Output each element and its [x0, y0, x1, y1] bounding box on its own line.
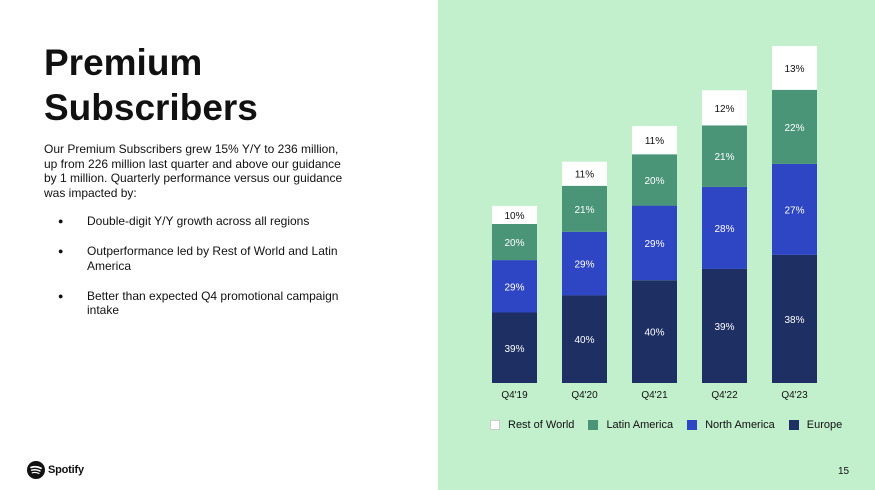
page-title: Premium Subscribers	[44, 42, 258, 128]
bar-segment-north-america	[632, 205, 677, 281]
x-tick-label: Q4'19	[501, 390, 528, 401]
bar-segment-rest-of-world	[772, 46, 817, 90]
bullet-list: Double-digit Y/Y growth across all regio…	[58, 214, 358, 333]
bullet-item: Better than expected Q4 promotional camp…	[58, 289, 358, 318]
bar-segment-rest-of-world	[562, 161, 607, 186]
bar-data-label: 39%	[714, 322, 734, 333]
legend-label: North America	[705, 419, 775, 431]
bar-data-label: 11%	[575, 170, 594, 181]
bullet-item: Double-digit Y/Y growth across all regio…	[58, 214, 358, 229]
x-tick-label: Q4'23	[781, 390, 808, 401]
bar-data-label: 12%	[714, 104, 734, 115]
bar-segment-latin-america	[492, 224, 537, 261]
bar-data-label: 28%	[714, 224, 734, 235]
bar-data-label: 40%	[644, 328, 664, 339]
bar-data-label: 22%	[784, 123, 804, 134]
legend-swatch	[687, 420, 698, 430]
text-panel: Premium Subscribers Our Premium Subscrib…	[0, 0, 438, 490]
bar-segment-rest-of-world	[632, 126, 677, 155]
bar-data-label: 29%	[504, 282, 524, 293]
bar-data-label: 38%	[784, 315, 804, 326]
legend-swatch	[788, 420, 799, 430]
legend-item-europe: Europe	[788, 419, 843, 431]
logo-text: Spotify	[48, 464, 84, 476]
intro-paragraph: Our Premium Subscribers grew 15% Y/Y to …	[44, 142, 343, 200]
bar-segment-north-america	[772, 163, 817, 255]
bar-segment-europe	[632, 280, 677, 383]
bar-data-label: 13%	[784, 64, 804, 75]
bar-segment-north-america	[702, 186, 747, 269]
bar-segment-latin-america	[772, 89, 817, 164]
legend-item-latin-america: Latin America	[588, 419, 673, 431]
bar-segment-europe	[492, 312, 537, 383]
bar-data-label: 27%	[784, 205, 804, 216]
bar-segment-latin-america	[562, 185, 607, 232]
legend-item-north-america: North America	[687, 419, 775, 431]
bar-data-label: 20%	[644, 176, 664, 187]
bar-segment-europe	[702, 268, 747, 383]
bar-segment-north-america	[562, 231, 607, 296]
bar-data-label: 10%	[504, 211, 524, 222]
bar-segment-rest-of-world	[702, 90, 747, 126]
legend-label: Latin America	[606, 419, 674, 431]
bar-data-label: 29%	[574, 260, 594, 271]
bullet-item: Outperformance led by Rest of World and …	[58, 244, 358, 273]
chart-legend: Rest of World Latin America North Americ…	[490, 419, 856, 431]
bar-segment-latin-america	[632, 154, 677, 206]
bar-data-label: 11%	[645, 136, 664, 147]
bar-data-label: 21%	[714, 152, 734, 163]
legend-swatch	[588, 420, 599, 430]
spotify-logo: Spotify	[27, 461, 84, 479]
legend-label: Europe	[806, 419, 843, 431]
bar-data-label: 21%	[574, 205, 594, 216]
x-tick-label: Q4'20	[571, 390, 598, 401]
bar-segment-europe	[772, 254, 817, 383]
bar-segment-europe	[562, 295, 607, 383]
bar-segment-latin-america	[702, 125, 747, 187]
spotify-icon	[27, 461, 45, 479]
x-tick-label: Q4'21	[641, 390, 668, 401]
x-tick-label: Q4'22	[711, 390, 738, 401]
bar-data-label: 40%	[574, 335, 594, 346]
legend-swatch	[490, 420, 500, 430]
bar-data-label: 39%	[504, 344, 524, 355]
bar-segment-rest-of-world	[492, 205, 537, 224]
legend-label: Rest of World	[508, 419, 575, 431]
bar-segment-north-america	[492, 260, 537, 313]
legend-item-rest-of-world: Rest of World	[490, 419, 574, 431]
bar-data-label: 20%	[504, 238, 524, 249]
bar-data-label: 29%	[644, 239, 664, 250]
page-number: 15	[838, 466, 850, 477]
